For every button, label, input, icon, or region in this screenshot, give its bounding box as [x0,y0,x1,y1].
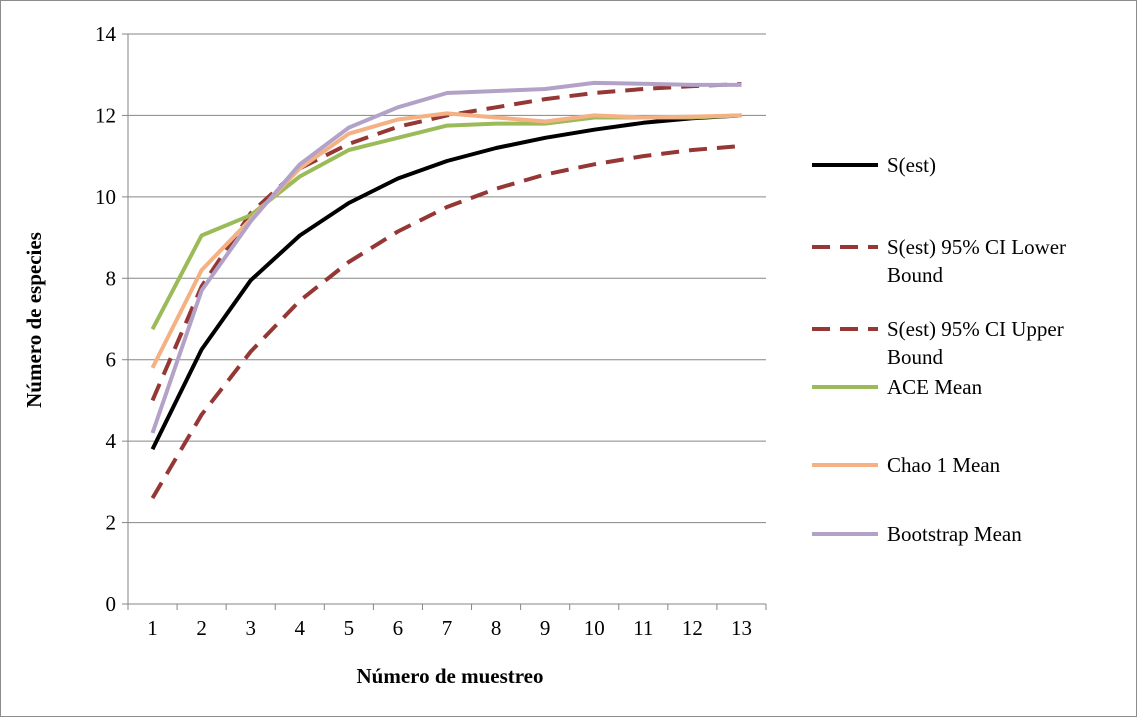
x-tick-label: 1 [147,616,158,640]
y-tick-label: 0 [106,592,117,616]
y-tick-label: 2 [106,511,117,535]
y-tick-label: 4 [106,429,117,453]
legend-label: ACE Mean [887,375,983,399]
x-tick-label: 7 [442,616,453,640]
series-line-3 [150,82,742,402]
legend-label: Bound [887,345,944,369]
legend-label: Bootstrap Mean [887,522,1022,546]
series-line-1 [150,113,742,451]
y-tick-label: 14 [95,22,117,46]
x-tick-label: 12 [682,616,703,640]
x-tick-label: 6 [393,616,404,640]
x-axis-title: Número de muestreo [356,664,543,688]
y-tick-label: 8 [106,266,117,290]
legend-label: Chao 1 Mean [887,453,1001,477]
series-line-5 [150,111,742,369]
y-tick-label: 12 [95,103,116,127]
x-tick-label: 10 [584,616,605,640]
series-line-2 [150,144,742,500]
y-tick-label: 10 [95,185,116,209]
legend-item: Bootstrap Mean [812,522,1022,546]
legend-item: S(est) 95% CI Upper Bound [812,317,1064,369]
x-tick-label: 5 [344,616,355,640]
x-tick-label: 4 [295,616,306,640]
legend-label: S(est) 95% CI Upper [887,317,1064,341]
x-tick-label: 2 [196,616,207,640]
legend-item: ACE Mean [812,375,983,399]
legend-label: S(est) 95% CI Lower [887,235,1066,259]
x-tick-label: 13 [731,616,752,640]
legend-item: S(est) 95% CI Lower Bound [812,235,1066,287]
y-axis-title: Número de especies [22,232,46,408]
legend-label: S(est) [887,153,936,177]
legend-item: S(est) [812,153,936,177]
legend-label: Bound [887,263,944,287]
x-tick-label: 11 [633,616,653,640]
x-tick-label: 8 [491,616,502,640]
x-tick-label: 9 [540,616,551,640]
gridlines [128,33,766,524]
series-lines [150,80,742,500]
x-tick-label: 3 [245,616,256,640]
series-line-6 [150,80,742,434]
legend-item: Chao 1 Mean [812,453,1001,477]
y-tick-label: 6 [106,348,117,372]
